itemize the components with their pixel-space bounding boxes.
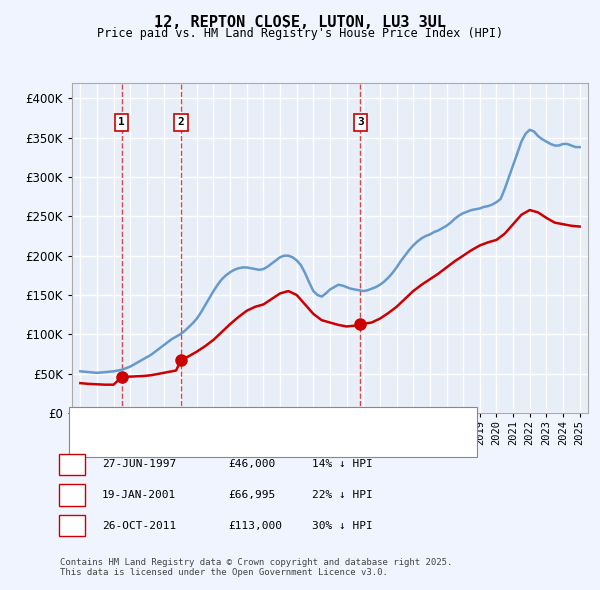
Text: 2: 2 <box>68 490 76 500</box>
Text: 26-OCT-2011: 26-OCT-2011 <box>102 521 176 530</box>
Text: £46,000: £46,000 <box>228 460 275 469</box>
Text: £66,995: £66,995 <box>228 490 275 500</box>
Text: 2: 2 <box>178 117 184 127</box>
Text: 30% ↓ HPI: 30% ↓ HPI <box>312 521 373 530</box>
Text: 1: 1 <box>68 460 76 469</box>
Text: £113,000: £113,000 <box>228 521 282 530</box>
Text: 1: 1 <box>118 117 125 127</box>
Text: 12, REPTON CLOSE, LUTON, LU3 3UL: 12, REPTON CLOSE, LUTON, LU3 3UL <box>154 15 446 30</box>
Text: Contains HM Land Registry data © Crown copyright and database right 2025.
This d: Contains HM Land Registry data © Crown c… <box>60 558 452 577</box>
Text: 22% ↓ HPI: 22% ↓ HPI <box>312 490 373 500</box>
Text: 3: 3 <box>68 521 76 530</box>
Text: HPI: Average price, semi-detached house, Luton: HPI: Average price, semi-detached house,… <box>108 432 384 441</box>
Text: 3: 3 <box>357 117 364 127</box>
Text: 12, REPTON CLOSE, LUTON, LU3 3UL (semi-detached house): 12, REPTON CLOSE, LUTON, LU3 3UL (semi-d… <box>108 411 432 421</box>
Text: Price paid vs. HM Land Registry's House Price Index (HPI): Price paid vs. HM Land Registry's House … <box>97 27 503 40</box>
Text: 19-JAN-2001: 19-JAN-2001 <box>102 490 176 500</box>
Text: 27-JUN-1997: 27-JUN-1997 <box>102 460 176 469</box>
Text: 14% ↓ HPI: 14% ↓ HPI <box>312 460 373 469</box>
